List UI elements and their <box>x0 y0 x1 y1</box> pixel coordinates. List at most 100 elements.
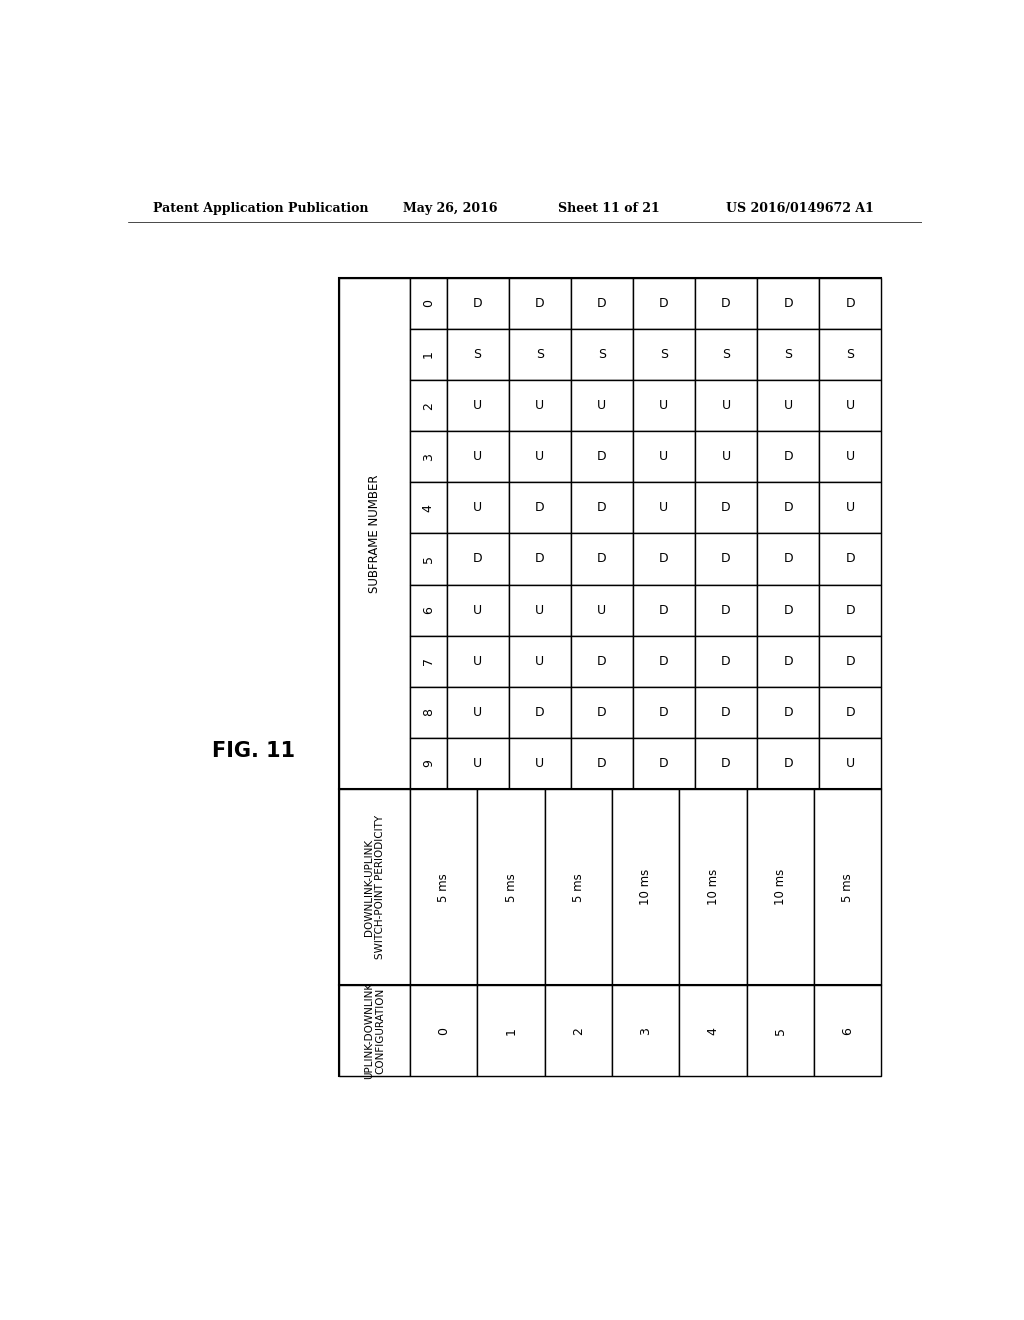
Text: 8: 8 <box>422 709 435 717</box>
Bar <box>570 329 633 380</box>
Bar <box>446 380 509 432</box>
Bar <box>570 380 633 432</box>
Text: 6: 6 <box>841 1027 854 1035</box>
Bar <box>814 985 882 1076</box>
Bar <box>695 329 757 380</box>
Text: D: D <box>783 297 793 310</box>
Text: SUBFRAME NUMBER: SUBFRAME NUMBER <box>368 474 381 593</box>
Text: U: U <box>473 706 482 719</box>
Bar <box>477 789 545 985</box>
Text: D: D <box>659 297 669 310</box>
Text: D: D <box>783 603 793 616</box>
Bar <box>570 533 633 585</box>
Text: U: U <box>783 399 793 412</box>
Bar <box>612 789 679 985</box>
Text: U: U <box>536 399 544 412</box>
Bar <box>339 277 410 789</box>
Bar <box>819 482 882 533</box>
Text: U: U <box>846 756 855 770</box>
Text: D: D <box>535 297 545 310</box>
Bar <box>819 277 882 329</box>
Bar <box>410 636 446 686</box>
Bar <box>410 738 446 789</box>
Bar <box>509 585 570 636</box>
Text: 0: 0 <box>437 1027 451 1035</box>
Bar <box>746 789 814 985</box>
Text: U: U <box>846 502 855 515</box>
Text: U: U <box>722 399 730 412</box>
Bar <box>509 432 570 482</box>
Bar <box>446 277 509 329</box>
Bar <box>570 585 633 636</box>
Text: US 2016/0149672 A1: US 2016/0149672 A1 <box>726 202 874 215</box>
Text: S: S <box>598 348 606 360</box>
Text: 1: 1 <box>422 351 435 358</box>
Text: U: U <box>597 399 606 412</box>
Text: 5: 5 <box>422 554 435 562</box>
Bar <box>746 985 814 1076</box>
Bar <box>695 277 757 329</box>
Text: D: D <box>721 502 731 515</box>
Bar <box>509 482 570 533</box>
Text: 10 ms: 10 ms <box>774 869 786 906</box>
Text: D: D <box>846 603 855 616</box>
Bar <box>819 432 882 482</box>
Text: U: U <box>473 655 482 668</box>
Bar <box>509 533 570 585</box>
Bar <box>410 585 446 636</box>
Text: D: D <box>659 603 669 616</box>
Bar <box>446 482 509 533</box>
Text: U: U <box>659 450 669 463</box>
Text: U: U <box>536 603 544 616</box>
Bar <box>545 789 612 985</box>
Text: D: D <box>721 553 731 565</box>
Bar <box>410 277 446 329</box>
Bar <box>679 789 746 985</box>
Bar <box>339 985 410 1076</box>
Bar <box>339 789 882 985</box>
Text: 6: 6 <box>422 606 435 614</box>
Text: D: D <box>783 655 793 668</box>
Text: D: D <box>783 706 793 719</box>
Text: S: S <box>536 348 544 360</box>
Text: U: U <box>473 756 482 770</box>
Text: D: D <box>535 706 545 719</box>
Text: U: U <box>473 603 482 616</box>
Bar <box>570 482 633 533</box>
Text: D: D <box>721 706 731 719</box>
Bar <box>477 985 545 1076</box>
Text: U: U <box>846 450 855 463</box>
Bar <box>339 985 882 1076</box>
Text: 4: 4 <box>707 1027 720 1035</box>
Text: D: D <box>783 502 793 515</box>
Bar <box>509 329 570 380</box>
Text: U: U <box>473 399 482 412</box>
Text: 5 ms: 5 ms <box>437 873 451 902</box>
Text: 9: 9 <box>422 759 435 767</box>
Bar <box>633 432 695 482</box>
Text: D: D <box>783 553 793 565</box>
Bar <box>446 585 509 636</box>
Bar <box>757 277 819 329</box>
Bar <box>757 432 819 482</box>
Bar <box>410 533 446 585</box>
Bar <box>570 738 633 789</box>
Bar <box>446 432 509 482</box>
Bar <box>410 380 446 432</box>
Text: D: D <box>659 553 669 565</box>
Bar <box>633 738 695 789</box>
Text: DOWNLINK-UPLINK
SWITCH-POINT PERIODICITY: DOWNLINK-UPLINK SWITCH-POINT PERIODICITY <box>364 816 385 960</box>
Text: Patent Application Publication: Patent Application Publication <box>153 202 369 215</box>
Text: D: D <box>473 553 482 565</box>
Text: D: D <box>846 706 855 719</box>
Text: 5 ms: 5 ms <box>505 873 517 902</box>
Bar <box>509 738 570 789</box>
Bar <box>633 380 695 432</box>
Text: 3: 3 <box>639 1027 652 1035</box>
Text: D: D <box>597 502 606 515</box>
Bar <box>819 533 882 585</box>
Text: FIG. 11: FIG. 11 <box>212 742 295 762</box>
Text: U: U <box>846 399 855 412</box>
Bar <box>633 585 695 636</box>
Text: D: D <box>846 297 855 310</box>
